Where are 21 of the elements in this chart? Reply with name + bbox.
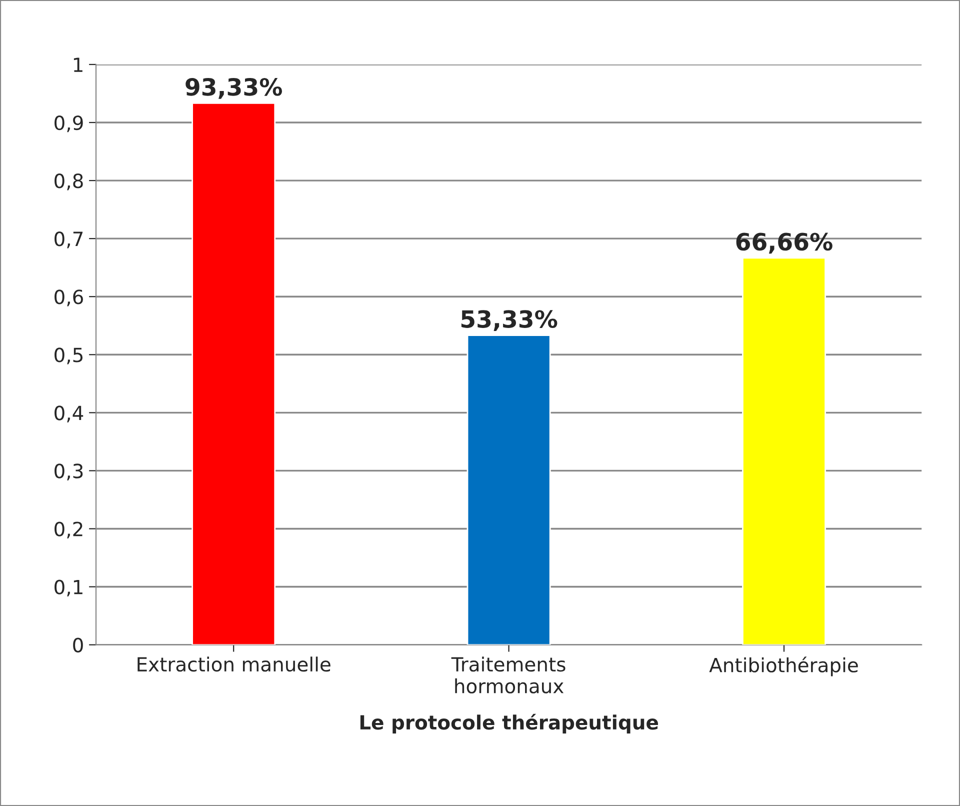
x-tick-label: Traitements hormonaux: [451, 656, 566, 694]
y-tick-label: 0,2: [54, 522, 82, 538]
y-tick-label: 0,8: [54, 174, 83, 190]
bar: [742, 257, 826, 645]
y-tick-label: 0,3: [54, 464, 83, 480]
data-label: 53,33%: [461, 310, 558, 331]
x-tick-label: Antibiothérapie: [709, 656, 858, 676]
bar: [192, 102, 276, 645]
data-label: 93,33%: [186, 78, 282, 99]
y-tick-label: 0,4: [54, 406, 84, 422]
data-label: 66,66%: [736, 232, 832, 254]
y-tick-label: 0,7: [54, 232, 83, 248]
y-tick-label: 1: [74, 58, 82, 72]
y-tick-label: 0: [73, 638, 83, 652]
y-tick-label: 0,6: [54, 290, 83, 306]
y-tick-label: 0,5: [54, 348, 82, 364]
y-tick-label: 0,9: [54, 115, 83, 132]
x-tick-label: Extraction manuelle: [138, 656, 330, 672]
x-axis-title: Le protocole thérapeutique: [360, 714, 658, 734]
y-tick-label: 0,1: [54, 580, 82, 596]
bar: [466, 334, 551, 645]
